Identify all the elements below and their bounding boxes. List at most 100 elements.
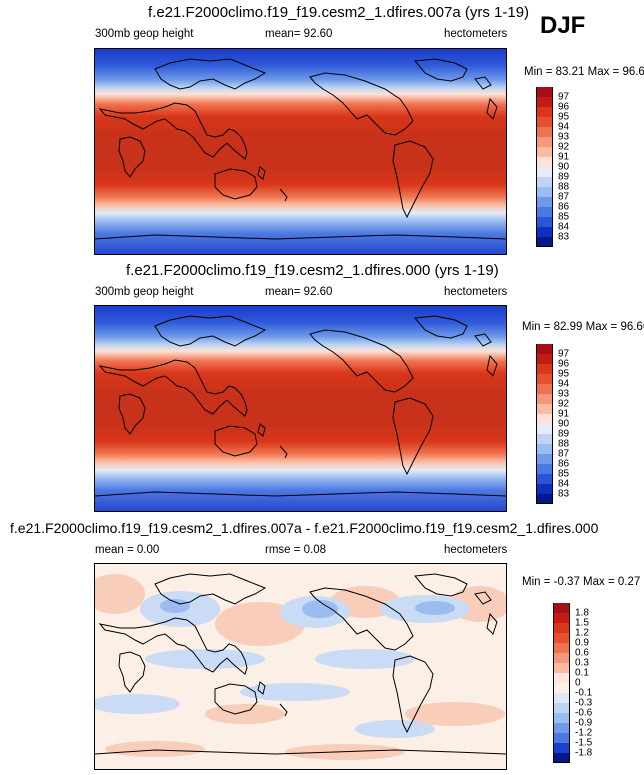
panel-2-colorbar-label: 95 (558, 368, 570, 380)
panel-2-colorbar-label: 88 (558, 438, 570, 450)
panel-3-colorbar-label: 0.9 (575, 637, 589, 649)
panel-1-colorbar-label: 84 (558, 221, 570, 233)
panel-1-colorbar-label: 96 (558, 101, 570, 113)
panel-3-colorbar-swatch (553, 673, 570, 683)
panel-3-colorbar-label: -1.8 (575, 747, 593, 759)
panel-1-map (94, 48, 507, 255)
panel-2-colorbar-label: 93 (558, 388, 570, 400)
panel-2-units-label: hectometers (444, 286, 508, 298)
panel-1-colorbar-swatch (536, 207, 553, 217)
panel-2-colorbar-label: 85 (558, 468, 570, 480)
panel-3-colorbar-swatch (553, 723, 570, 733)
panel-2-colorbar-swatch (536, 444, 553, 454)
panel-2-colorbar-label: 94 (558, 378, 570, 390)
panel-1-minmax-label: Min = 83.21 Max = 96.69 (524, 66, 644, 78)
panel-3-colorbar-swatch (553, 613, 570, 623)
panel-3-minmax-label: Min = -0.37 Max = 0.27 (522, 576, 641, 588)
panel-3-map-plot (95, 564, 506, 769)
panel-2-colorbar-swatch (536, 414, 553, 424)
panel-3-colorbar-swatch (553, 753, 570, 763)
panel-1-title: f.e21.F2000climo.f19_f19.cesm2_1.dfires.… (148, 4, 530, 21)
panel-2-colorbar-swatch (536, 344, 553, 354)
panel-1-colorbar-swatch (536, 187, 553, 197)
panel-1-colorbar-swatch (536, 197, 553, 207)
panel-2-colorbar-label: 92 (558, 398, 570, 410)
panel-1-colorbar-swatch (536, 107, 553, 117)
panel-3-colorbar-label: 0.6 (575, 647, 589, 659)
panel-1-mean-label: mean= 92.60 (265, 28, 333, 40)
panel-1-colorbar-label: 97 (558, 91, 570, 103)
panel-1-colorbar-swatch (536, 237, 553, 247)
panel-3-colorbar-label: -0.3 (575, 697, 593, 709)
panel-2-colorbar-label: 83 (558, 488, 570, 500)
panel-3-colorbar-label: -1.2 (575, 727, 593, 739)
panel-3-colorbar-swatch (553, 713, 570, 723)
panel-1-colorbar-label: 87 (558, 191, 570, 203)
panel-1-colorbar-swatch (536, 137, 553, 147)
panel-3-colorbar-label: -1.5 (575, 737, 593, 749)
panel-1-colorbar-swatch (536, 97, 553, 107)
panel-2-colorbar-label: 96 (558, 358, 570, 370)
panel-3-colorbar-swatch (553, 693, 570, 703)
panel-1-map-plot (95, 49, 506, 254)
panel-3-colorbar-label: 1.2 (575, 627, 589, 639)
panel-2-colorbar-swatch (536, 374, 553, 384)
panel-3-colorbar-swatch (553, 653, 570, 663)
panel-1-colorbar-label: 90 (558, 161, 570, 173)
panel-3-mean-label: mean = 0.00 (95, 544, 160, 556)
panel-3-colorbar-label: 0 (575, 677, 581, 689)
panel-1-colorbar-label: 92 (558, 141, 570, 153)
season-label: DJF (540, 12, 586, 39)
panel-3-colorbar-swatch (553, 743, 570, 753)
panel-3-colorbar-swatch (553, 663, 570, 673)
panel-3-colorbar-swatch (553, 683, 570, 693)
panel-3-colorbar-label: 1.5 (575, 617, 589, 629)
panel-2-colorbar-label: 86 (558, 458, 570, 470)
panel-2-colorbar-label: 90 (558, 418, 570, 430)
panel-1-colorbar-swatch (536, 147, 553, 157)
panel-1-colorbar-label: 91 (558, 151, 570, 163)
panel-2-variable-label: 300mb geop height (95, 286, 194, 298)
panel-3-colorbar-swatch (553, 643, 570, 653)
panel-1-colorbar-label: 83 (558, 231, 570, 243)
panel-3-colorbar-label: -0.1 (575, 687, 593, 699)
panel-2-colorbar-swatch (536, 434, 553, 444)
panel-2-colorbar-swatch (536, 474, 553, 484)
panel-3-map (94, 563, 507, 770)
panel-1-colorbar-swatch (536, 217, 553, 227)
panel-1-colorbar-swatch (536, 127, 553, 137)
panel-1-colorbar-swatch (536, 177, 553, 187)
panel-1-colorbar: 97 96 95 94 93 92 91 90 89 88 87 86 85 8… (536, 87, 606, 247)
panel-1-colorbar-swatch (536, 117, 553, 127)
panel-2-colorbar-swatch (536, 484, 553, 494)
panel-2-colorbar-swatch (536, 394, 553, 404)
panel-3-colorbar-swatch (553, 623, 570, 633)
panel-1-colorbar-swatch (536, 157, 553, 167)
panel-1-variable-label: 300mb geop height (95, 28, 194, 40)
panel-2-minmax-label: Min = 82.99 Max = 96.66 (522, 321, 644, 333)
panel-2-map-plot (95, 306, 506, 511)
panel-3-colorbar-swatch (553, 603, 570, 613)
panel-1-units-label: hectometers (444, 28, 508, 40)
panel-1-colorbar-swatch (536, 167, 553, 177)
panel-2-colorbar-swatch (536, 424, 553, 434)
panel-3-colorbar-swatch (553, 703, 570, 713)
panel-3-colorbar-swatch (553, 633, 570, 643)
panel-2-colorbar-label: 97 (558, 348, 570, 360)
panel-2-colorbar-swatch (536, 404, 553, 414)
panel-2-colorbar-swatch (536, 354, 553, 364)
panel-3-units-label: hectometers (444, 544, 508, 556)
panel-2-colorbar-label: 91 (558, 408, 570, 420)
panel-1-colorbar-swatch (536, 87, 553, 97)
panel-2-colorbar-label: 89 (558, 428, 570, 440)
panel-2-colorbar-swatch (536, 364, 553, 374)
panel-1-colorbar-label: 94 (558, 121, 570, 133)
panel-2-colorbar-swatch (536, 454, 553, 464)
panel-2-colorbar-label: 87 (558, 448, 570, 460)
panel-3-title: f.e21.F2000climo.f19_f19.cesm2_1.dfires.… (10, 520, 599, 536)
panel-2-colorbar-swatch (536, 494, 553, 504)
panel-1-colorbar-label: 85 (558, 211, 570, 223)
panel-1-colorbar-label: 95 (558, 111, 570, 123)
panel-2-title: f.e21.F2000climo.f19_f19.cesm2_1.dfires.… (126, 262, 499, 279)
panel-3-colorbar-label: -0.9 (575, 717, 593, 729)
